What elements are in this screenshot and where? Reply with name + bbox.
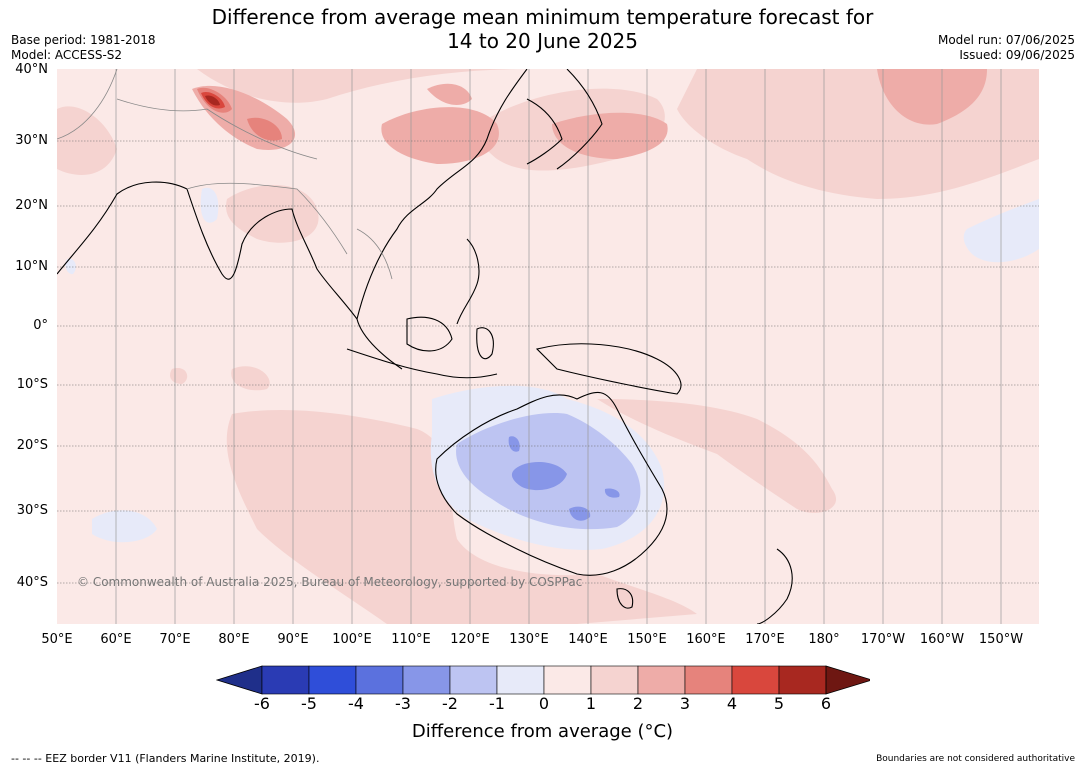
lat-label-40n: 40°N <box>15 62 48 77</box>
lon-label-150w: 150°W <box>978 632 1024 647</box>
copyright-notice: © Commonwealth of Australia 2025, Bureau… <box>77 575 582 589</box>
base-period: Base period: 1981-2018 <box>11 33 156 47</box>
lon-label-180: 180° <box>808 632 840 647</box>
lat-label-30s: 30°S <box>16 503 48 518</box>
lon-label-160e: 160°E <box>686 632 726 647</box>
colorbar-tick-label: -1 <box>489 694 505 713</box>
colorbar-cell <box>308 665 357 695</box>
colorbar-cell <box>731 665 780 695</box>
colorbar-tick-label: -3 <box>395 694 411 713</box>
colorbar-cell <box>355 665 404 695</box>
new-zealand-coast <box>756 548 793 624</box>
philippines-coast <box>456 238 480 325</box>
lat-label-10n: 10°N <box>15 259 48 274</box>
colorbar-label: Difference from average (°C) <box>411 721 674 742</box>
eez-border-note: -- -- -- EEZ border V11 (Flanders Marine… <box>11 752 320 765</box>
colorbar-cells <box>216 665 870 695</box>
japan-coast <box>556 69 603 170</box>
sulawesi-coast <box>476 327 494 360</box>
lat-label-equator: 0° <box>33 318 48 333</box>
colorbar-cell <box>590 665 639 695</box>
colorbar <box>216 665 870 695</box>
lat-label-30n: 30°N <box>15 133 48 148</box>
lon-label-170e: 170°E <box>745 632 785 647</box>
anomaly-band-5-to-6 <box>205 95 220 106</box>
anomaly-band-minus3-to-minus2 <box>508 436 620 521</box>
lon-label-140e: 140°E <box>568 632 608 647</box>
lat-label-20n: 20°N <box>15 198 48 213</box>
map-title-line1: Difference from average mean minimum tem… <box>211 5 874 29</box>
lon-label-90e: 90°E <box>277 632 309 647</box>
lon-label-110e: 110°E <box>391 632 431 647</box>
model-run: Model run: 07/06/2025 <box>937 33 1075 47</box>
colorbar-cell <box>449 665 498 695</box>
colorbar-cell <box>684 665 733 695</box>
south-asia-coast <box>57 181 403 370</box>
lon-label-150e: 150°E <box>627 632 667 647</box>
lon-label-130e: 130°E <box>509 632 549 647</box>
lat-label-20s: 20°S <box>16 438 48 453</box>
colorbar-cell <box>496 665 545 695</box>
colorbar-min-extend <box>216 665 263 695</box>
lon-label-50e: 50°E <box>41 632 73 647</box>
colorbar-cell <box>637 665 686 695</box>
colorbar-cell <box>778 665 827 695</box>
colorbar-cell <box>402 665 451 695</box>
lon-label-80e: 80°E <box>218 632 250 647</box>
lat-label-40s: 40°S <box>16 575 48 590</box>
map-title-line2: 14 to 20 June 2025 <box>447 29 638 53</box>
forecast-map[interactable]: © Commonwealth of Australia 2025, Bureau… <box>57 69 1039 624</box>
colorbar-tick-label: 4 <box>726 694 738 713</box>
colorbar-tick-label: -5 <box>301 694 317 713</box>
lon-label-120e: 120°E <box>450 632 490 647</box>
lon-label-170w: 170°W <box>860 632 906 647</box>
lon-label-160w: 160°W <box>919 632 965 647</box>
coastlines <box>57 69 793 624</box>
lon-label-100e: 100°E <box>332 632 372 647</box>
korea-coast <box>526 98 563 165</box>
colorbar-tick-label: -2 <box>442 694 458 713</box>
colorbar-tick-label: 5 <box>773 694 785 713</box>
anomaly-band-1-to-2 <box>57 69 1039 624</box>
lon-label-60e: 60°E <box>100 632 132 647</box>
colorbar-cell <box>543 665 592 695</box>
new-guinea-coast <box>535 343 682 395</box>
colorbar-tick-label: 0 <box>538 694 550 713</box>
lat-label-10s: 10°S <box>16 377 48 392</box>
tasmania-coast <box>616 588 634 609</box>
colorbar-tick-label: 1 <box>585 694 597 713</box>
model-name: Model: ACCESS-S2 <box>11 48 123 62</box>
colorbar-cell <box>261 665 310 695</box>
colorbar-tick-label: -6 <box>254 694 270 713</box>
lon-label-70e: 70°E <box>159 632 191 647</box>
issued-date: Issued: 09/06/2025 <box>959 48 1075 62</box>
colorbar-tick-label: 6 <box>820 694 832 713</box>
colorbar-tick-label: 3 <box>679 694 691 713</box>
borneo-coast <box>406 316 453 352</box>
east-asia-coast <box>356 69 528 320</box>
meridian-lines <box>115 69 1002 624</box>
sumatra-java-coast <box>346 348 498 379</box>
country-borders <box>57 69 393 280</box>
colorbar-tick-label: -4 <box>348 694 364 713</box>
boundaries-disclaimer: Boundaries are not considered authoritat… <box>876 754 1075 764</box>
colorbar-max-extend <box>825 665 870 695</box>
colorbar-tick-label: 2 <box>632 694 644 713</box>
australia-coast <box>435 391 668 576</box>
